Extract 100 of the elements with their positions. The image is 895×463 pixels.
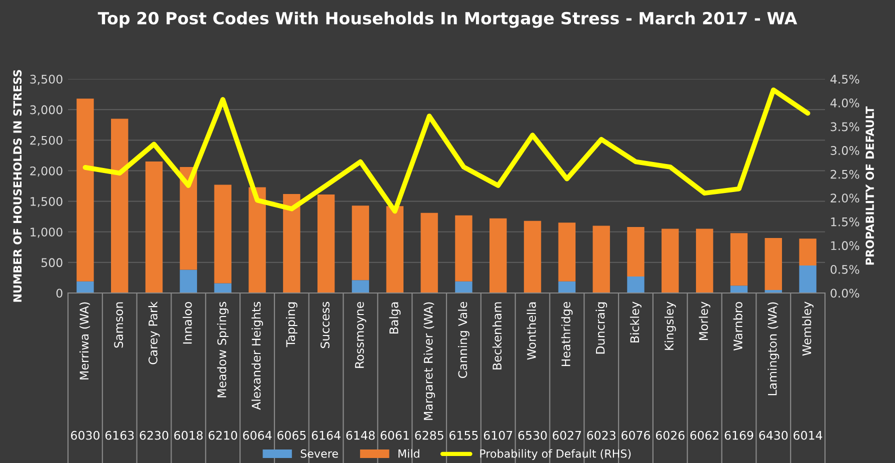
bar	[730, 286, 748, 293]
text: 6155	[450, 430, 478, 440]
x-tick-label: Bickley	[630, 302, 642, 342]
y2-tick-label: 0.0%	[830, 288, 860, 298]
bar	[248, 187, 266, 293]
x-tick-label: Wonthella	[526, 302, 536, 360]
x-tick-label: Kingsley	[664, 302, 676, 350]
bar	[627, 276, 644, 293]
y2-tick-label: 4.5%	[830, 74, 860, 84]
bar	[730, 233, 748, 286]
bar	[386, 206, 404, 293]
y2-axis-title: PROPABILITY OF DEFAULT	[866, 106, 874, 265]
bar	[696, 228, 714, 293]
y-tick-label: 3,000	[30, 105, 62, 116]
y-tick-label: 1,000	[30, 228, 62, 238]
bar	[352, 280, 370, 293]
bar	[214, 184, 232, 284]
text: 6014	[794, 430, 822, 440]
x-tick-label: Innaloo	[182, 302, 192, 344]
x-tick-label: Carey Park	[148, 301, 160, 364]
bar	[76, 281, 94, 293]
bar	[524, 220, 542, 293]
x-tick-label: Margaret River (WA)	[424, 302, 436, 420]
text: 6076	[622, 430, 650, 440]
text: 6030	[71, 430, 100, 440]
x-tick-label: Success	[320, 302, 330, 348]
x-tick-label: Meadow Springs	[217, 302, 229, 398]
chart-title: Top 20 Post Codes With Households In Mortgage Stress - March 2017 - WA	[98, 12, 798, 28]
x-tick-label: Wembley	[802, 302, 814, 356]
text: 6065	[277, 430, 306, 440]
bar	[352, 206, 370, 280]
y2-tick-label: 3.5%	[830, 122, 860, 132]
bar	[558, 281, 576, 293]
x-tick-label: Merriwa (WA)	[79, 302, 90, 380]
bar	[764, 238, 782, 290]
y2-tick-label: 0.5%	[830, 264, 860, 274]
y-tick-label: 3,500	[30, 74, 62, 85]
x-tick-label: Duncraig	[596, 302, 608, 354]
x-tick-label: Warnbro	[733, 302, 742, 351]
bar	[455, 215, 472, 282]
bar	[76, 98, 94, 282]
text: 6163	[105, 430, 134, 440]
text: 6530	[518, 430, 547, 440]
bar	[180, 167, 198, 270]
text: 6148	[346, 430, 375, 440]
text: 6285	[415, 430, 444, 440]
y2-tick-label: 2.0%	[830, 194, 860, 203]
x-tick-label: Rossmoyne	[355, 302, 366, 368]
text: 6026	[656, 430, 684, 440]
legend-label: Probability of Default (RHS)	[480, 449, 631, 460]
bar	[799, 238, 816, 266]
x-tick-label: Balga	[389, 302, 401, 334]
y2-tick-label: 2.5%	[830, 170, 860, 179]
bar	[317, 194, 335, 293]
bar	[799, 265, 816, 293]
bar	[283, 194, 300, 293]
text: 6164	[312, 430, 340, 440]
text: 6230	[140, 430, 168, 440]
x-tick-label: Samson	[114, 302, 124, 348]
x-tick-label: Alexander Heights	[252, 302, 263, 410]
y-tick-label: 2,500	[30, 136, 62, 146]
y-tick-label: 500	[42, 258, 62, 268]
text: 6027	[552, 430, 581, 440]
text: 6018	[174, 430, 203, 440]
bar	[627, 226, 644, 276]
text: 6107	[484, 430, 512, 440]
text: 6023	[587, 430, 616, 440]
line-series	[82, 88, 810, 214]
y2-tick-label: 4.0%	[830, 98, 860, 108]
text: 6061	[380, 430, 409, 440]
y-axis-title: NUMBER OF HOUSEHOLDS IN STRESS	[13, 70, 22, 302]
bar	[111, 118, 128, 293]
bar	[145, 162, 163, 293]
text: 6430	[759, 430, 788, 440]
bar	[214, 283, 232, 293]
x-tick-label: Morley	[698, 302, 710, 340]
bar	[558, 222, 576, 282]
text: 6064	[243, 430, 272, 440]
bar	[662, 228, 679, 293]
legend-label: Severe	[300, 449, 338, 458]
x-tick-label: Canning Vale	[458, 302, 470, 378]
y2-tick-label: 3.0%	[830, 146, 860, 155]
y-tick-label: 2,000	[30, 166, 62, 177]
x-tick-label: Tapping	[286, 302, 298, 348]
bar	[490, 218, 507, 293]
bar	[180, 270, 198, 293]
legend-label: Mild	[398, 449, 420, 458]
y2-tick-label: 1.0%	[831, 241, 860, 250]
text: 6210	[208, 430, 238, 440]
bar	[420, 212, 438, 293]
y-tick-label: 0	[56, 288, 62, 298]
y-tick-label: 1,500	[30, 197, 62, 208]
text: 6062	[690, 430, 718, 440]
bar	[592, 226, 610, 293]
x-tick-label: Heathridge	[561, 302, 573, 366]
x-tick-label: Beckenham	[492, 302, 502, 370]
x-tick-label: Lamington (WA)	[768, 302, 780, 396]
bar	[455, 281, 472, 293]
text: 6169	[724, 430, 754, 440]
y2-tick-label: 1.5%	[831, 217, 860, 226]
